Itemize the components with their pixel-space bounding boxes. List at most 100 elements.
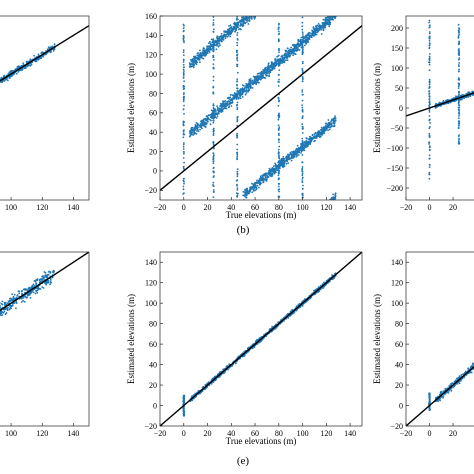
point <box>428 143 430 145</box>
point <box>236 183 238 186</box>
point <box>247 23 250 25</box>
point <box>245 196 248 199</box>
point <box>193 59 196 62</box>
point <box>277 85 280 87</box>
point <box>200 54 203 57</box>
point <box>29 287 32 290</box>
point <box>267 3 269 5</box>
point <box>248 14 250 16</box>
point <box>197 52 200 54</box>
point <box>234 94 236 97</box>
point <box>258 186 260 189</box>
point <box>282 166 284 168</box>
point <box>216 108 219 111</box>
point <box>313 214 315 216</box>
point <box>301 104 303 106</box>
point <box>303 226 305 228</box>
point <box>320 33 323 35</box>
point <box>305 221 307 223</box>
point <box>259 181 262 184</box>
point <box>226 36 229 38</box>
point <box>259 4 261 6</box>
point <box>236 155 239 158</box>
y-axis-label-b: Estimated elevations (m) <box>126 63 136 153</box>
point <box>265 1 267 3</box>
point <box>324 122 327 125</box>
point <box>206 120 209 123</box>
point <box>265 1 267 3</box>
point <box>193 61 195 63</box>
point <box>232 28 235 31</box>
point <box>4 313 7 316</box>
point <box>213 147 215 150</box>
point <box>254 10 256 12</box>
point <box>212 85 215 88</box>
point <box>212 63 215 65</box>
point <box>36 287 38 289</box>
point <box>458 109 460 112</box>
point <box>273 172 276 175</box>
point <box>334 16 337 19</box>
point <box>221 38 224 41</box>
point <box>428 59 431 62</box>
point <box>317 212 319 214</box>
point <box>13 297 15 300</box>
point <box>317 23 320 25</box>
point <box>205 121 207 124</box>
point <box>308 217 310 219</box>
point <box>193 57 196 60</box>
point <box>272 0 274 2</box>
point <box>9 300 12 302</box>
point <box>267 0 269 1</box>
point <box>265 1 267 3</box>
point <box>3 308 6 311</box>
point <box>301 154 304 156</box>
point <box>301 149 304 152</box>
point <box>300 150 303 153</box>
point <box>309 215 311 217</box>
series-d-0 <box>0 269 55 317</box>
point <box>458 137 460 140</box>
point <box>302 222 304 224</box>
point <box>182 61 185 63</box>
point <box>308 217 310 219</box>
point <box>428 141 431 144</box>
point <box>317 135 319 138</box>
point <box>266 5 268 7</box>
point <box>290 46 292 49</box>
point <box>334 115 336 117</box>
point <box>45 281 48 284</box>
point <box>330 13 332 15</box>
point <box>236 189 239 191</box>
point <box>283 58 285 60</box>
point <box>230 93 232 96</box>
point <box>183 41 185 44</box>
point <box>236 59 239 62</box>
point <box>262 174 265 177</box>
point <box>252 9 254 11</box>
series-c-2 <box>457 23 461 145</box>
point <box>235 96 238 98</box>
point <box>309 220 311 222</box>
point <box>193 55 196 58</box>
point <box>317 211 319 213</box>
point <box>290 50 293 53</box>
point <box>208 42 210 45</box>
point <box>229 96 232 99</box>
point <box>252 13 254 15</box>
point <box>47 282 49 284</box>
point <box>272 0 274 2</box>
point <box>307 32 310 34</box>
axes-frame-c <box>405 15 474 201</box>
point <box>428 105 431 108</box>
point <box>457 23 460 26</box>
point <box>308 220 310 222</box>
point <box>428 171 431 174</box>
point <box>238 96 240 99</box>
point <box>313 215 315 217</box>
x-tick-label: 120 <box>36 203 48 212</box>
point <box>248 16 251 19</box>
point <box>45 53 47 56</box>
point <box>2 79 5 82</box>
point <box>228 25 230 27</box>
